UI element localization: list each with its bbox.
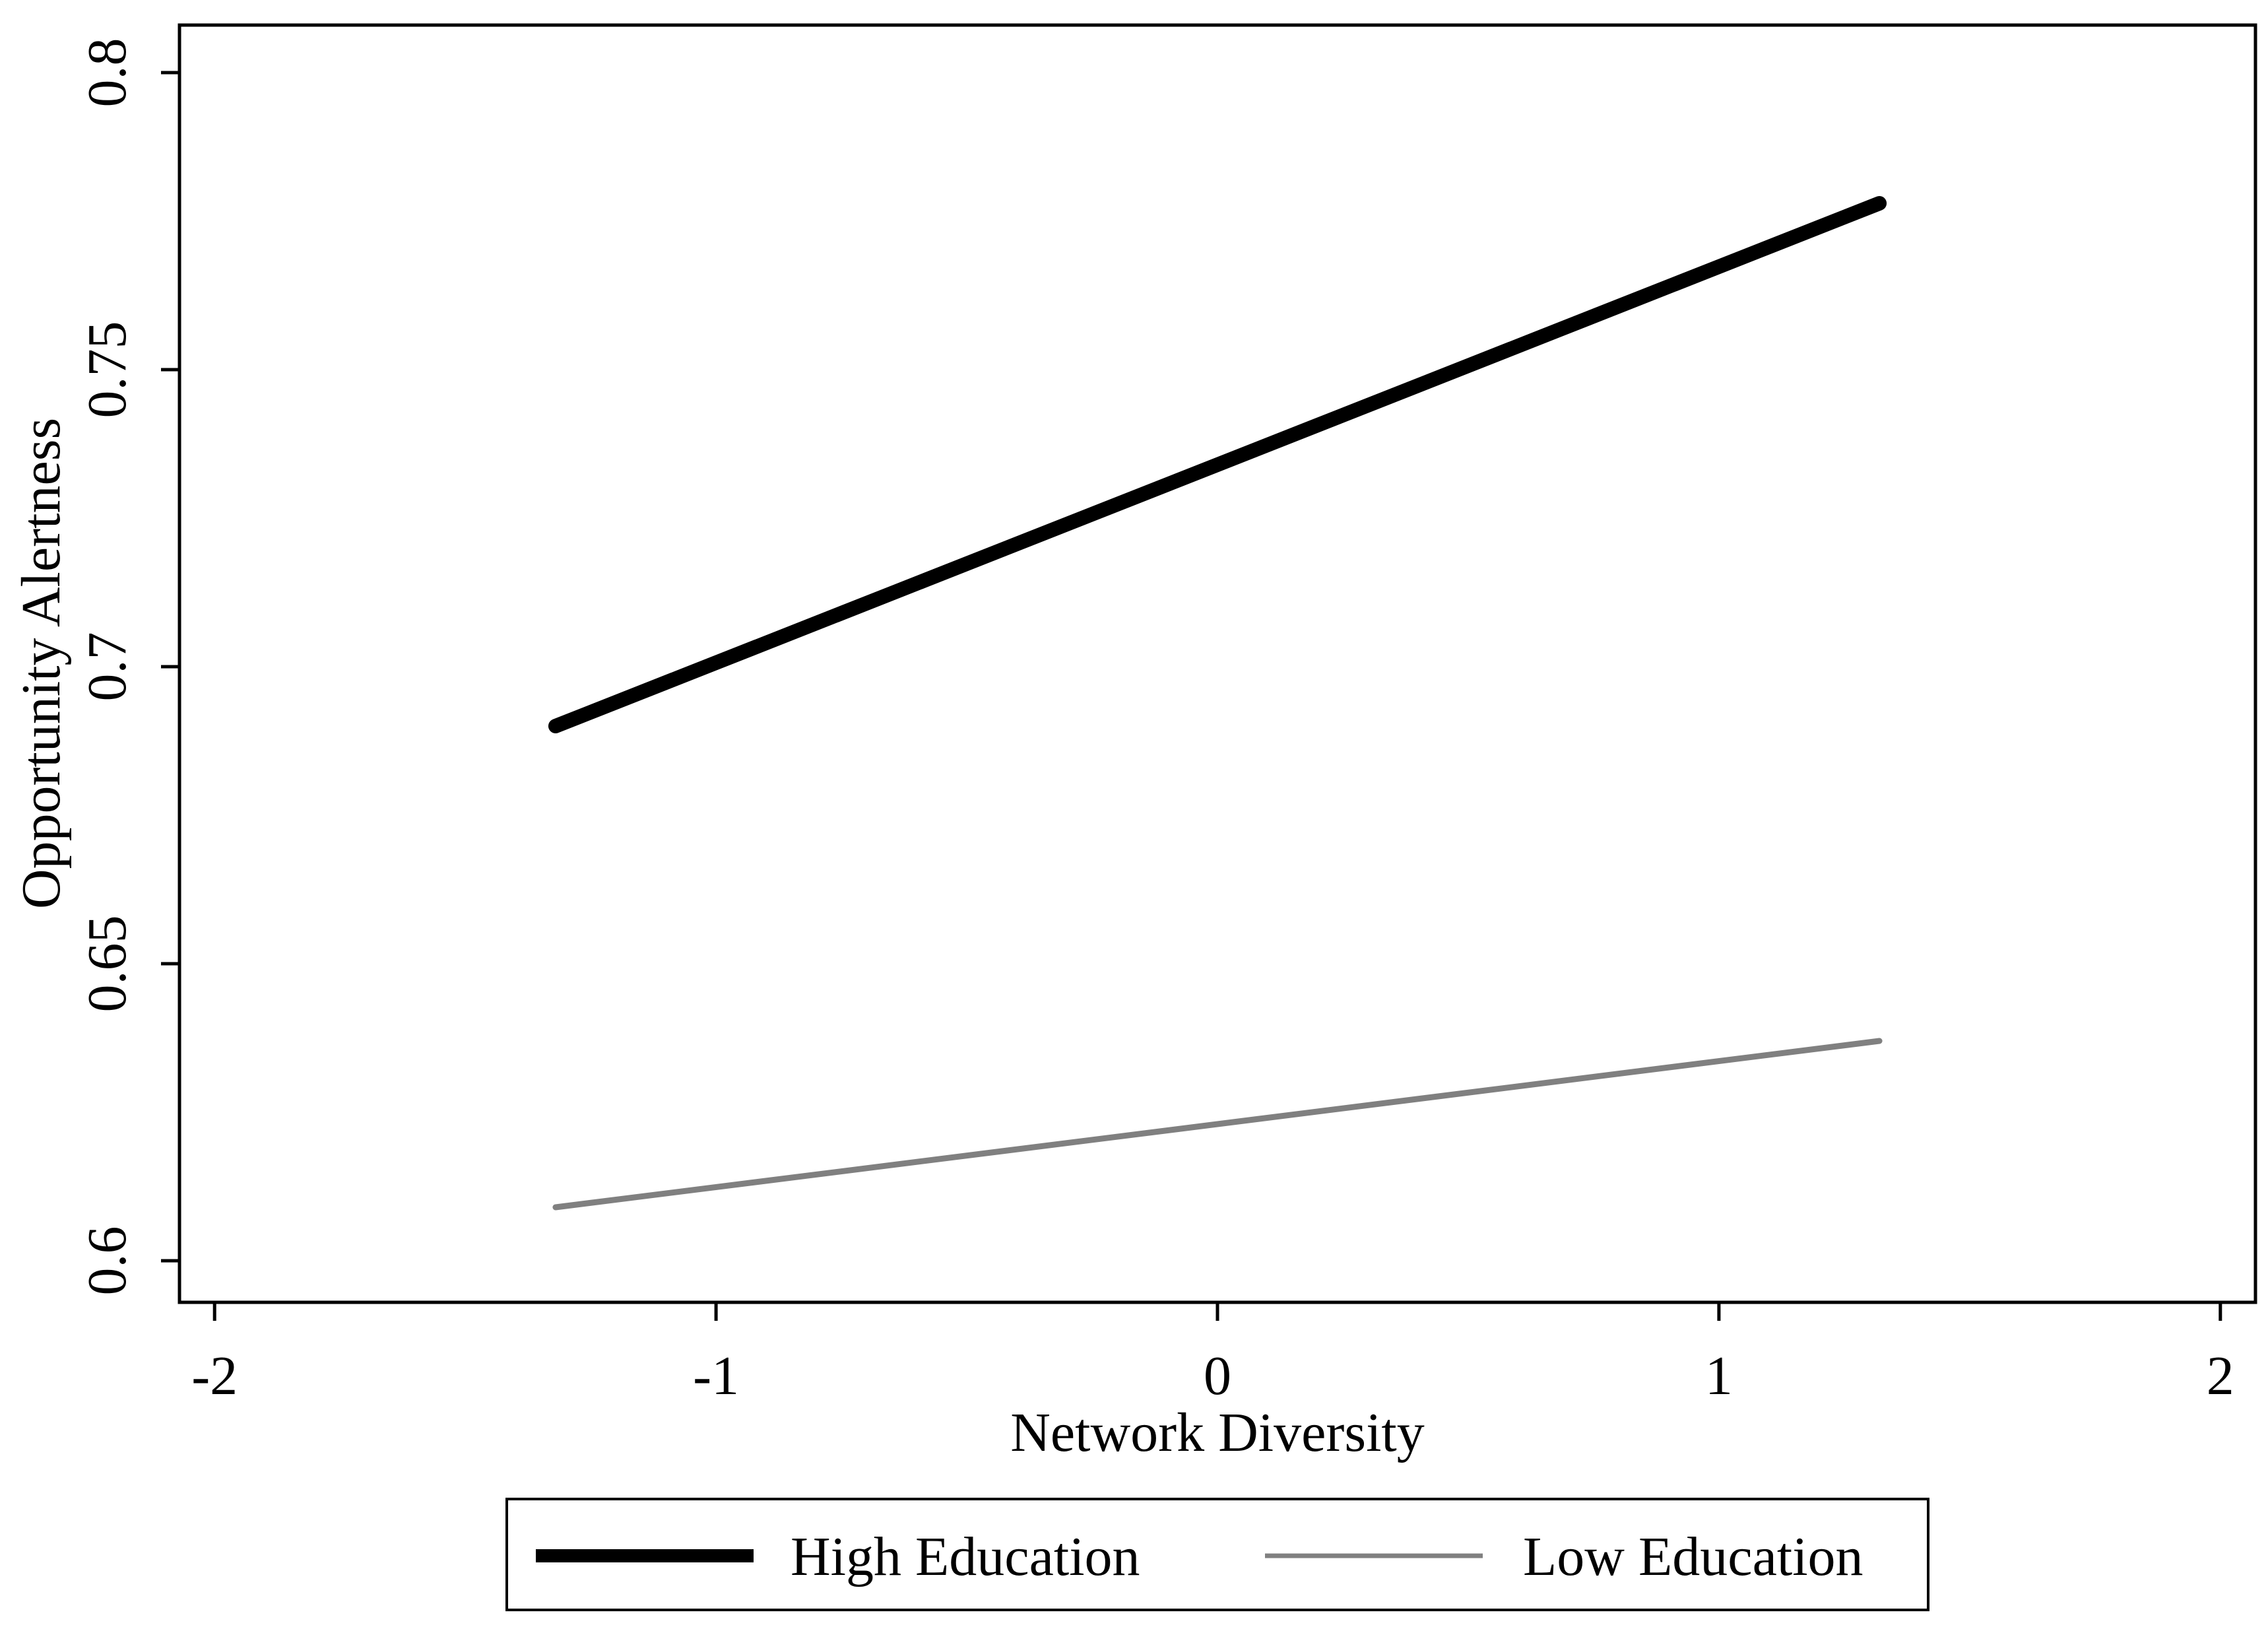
legend: High Education Low Education [505,1498,1929,1611]
x-tick-label: 1 [1705,1345,1733,1407]
y-axis: 0.6 0.65 0.7 0.75 0.8 [77,38,179,1296]
y-tick-label: 0.6 [77,1226,138,1296]
x-tick-label: -1 [693,1345,739,1407]
series-line-0 [548,196,1887,733]
y-tick-label: 0.7 [77,632,138,702]
legend-label-0: High Education [791,1526,1140,1587]
y-axis-title: Opportunity Alertness [11,418,72,909]
x-tick-label: -2 [191,1345,238,1407]
x-axis: -2 -1 0 1 2 [191,1302,2234,1407]
series-layer [548,196,1887,1211]
legend-box [505,1498,1929,1611]
y-tick-label: 0.75 [77,321,138,418]
y-tick-label: 0.65 [77,916,138,1013]
series-line-1 [552,1038,1883,1211]
x-tick-label: 0 [1204,1345,1231,1407]
plot-frame [178,23,2257,1304]
x-tick-label: 2 [2207,1345,2234,1407]
legend-label-1: Low Education [1523,1526,1863,1587]
y-tick-label: 0.8 [77,38,138,108]
x-axis-title: Network Diversity [1010,1402,1425,1463]
